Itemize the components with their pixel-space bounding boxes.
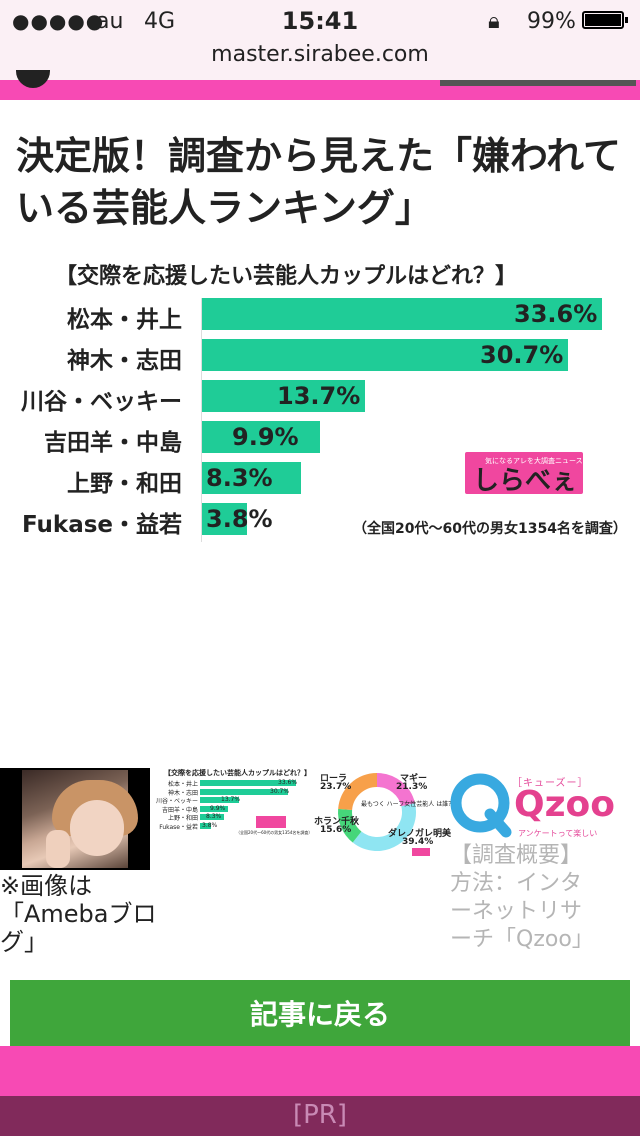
mini-chart-row: 神木・志田 30.7% xyxy=(150,787,302,797)
mini-chart-bar xyxy=(200,780,296,786)
battery-percent: 99% xyxy=(527,9,576,34)
chart-title: 【交際を応援したい芸能人カップルはどれ？】 xyxy=(55,264,518,289)
chart-category-label: 松本・井上 xyxy=(67,307,182,333)
site-header xyxy=(0,70,640,100)
chart-category-label: 上野・和田 xyxy=(67,471,182,497)
address-bar[interactable]: master.sirabee.com xyxy=(0,40,640,80)
chart-bar xyxy=(202,339,568,371)
mini-chart-bar xyxy=(200,822,211,829)
chart-bar xyxy=(202,380,365,412)
donut-label-3-name: ホラン千秋 xyxy=(314,817,360,827)
chart-category-label: 川谷・ベッキー xyxy=(21,389,182,415)
mini-chart-bar xyxy=(200,797,239,803)
mini-chart-category: 吉田羊・中島 xyxy=(161,806,198,814)
mini-chart-category: 上野・和田 xyxy=(167,815,198,822)
chart-bar xyxy=(202,298,602,330)
survey-note: （全国20代～60代の男女1354名を調査） xyxy=(353,521,627,537)
brand-tagline: 気になるアレを大調査ニュース！ xyxy=(485,457,590,465)
chart-value-label: 13.7% xyxy=(277,382,361,410)
photo-caption: ※画像は「Amebaブログ」 xyxy=(0,872,157,956)
mini-chart-value: 33.6% xyxy=(278,779,298,786)
pr-link[interactable]: [PR] xyxy=(0,1096,640,1136)
mini-chart-category: 川谷・ベッキー xyxy=(155,798,198,805)
battery-icon xyxy=(582,11,628,29)
qzoo-brand: Qzoo xyxy=(514,784,616,825)
ranking-chart: 【交際を応援したい芸能人カップルはどれ？】 松本・井上 33.6% 神木・志田 30.… xyxy=(0,252,640,552)
mini-chart-title: 【交際を応援したい芸能人カップルはどれ？】 xyxy=(164,769,311,777)
mini-chart-row: 吉田羊・中島 9.9% xyxy=(150,804,302,814)
mini-chart-value: 13.7% xyxy=(221,796,241,803)
donut-label-4-value: 39.4% xyxy=(402,837,434,847)
network-type: 4G xyxy=(144,9,176,34)
survey-caption: 【調査概要】方法：インターネットリサーチ「Qzoo」 xyxy=(450,843,594,952)
celebrity-photo xyxy=(22,770,138,868)
mini-chart-row: 松本・井上 33.6% xyxy=(150,779,302,788)
thumbnail-donut-chart[interactable]: ローラ 23.7% マギー 21.3% ホラン千秋 15.6% ダレノガレ明美 … xyxy=(312,768,454,864)
thumbnail-photo[interactable] xyxy=(0,768,150,870)
mini-chart-value: 8.3% xyxy=(206,813,222,820)
chart-value-label: 33.6% xyxy=(514,300,598,328)
donut-slice xyxy=(376,773,415,807)
chart-bar xyxy=(202,503,247,535)
carrier-label: au xyxy=(96,9,124,34)
url-text: master.sirabee.com xyxy=(211,42,429,67)
donut-label-1-value: 23.7% xyxy=(320,782,352,792)
back-to-article-button[interactable]: 記事に戻る xyxy=(10,980,630,1046)
donut-chart-icon xyxy=(338,773,416,851)
rotation-lock-icon: 🔒︎ xyxy=(488,9,500,34)
mini-chart-value: 3.8% xyxy=(202,821,218,829)
status-bar: ●●●●● au 4G 15:41 🔒︎ 99% xyxy=(0,0,640,40)
chart-bar xyxy=(202,462,301,494)
mini-chart-bar xyxy=(200,788,288,795)
donut-label-2-name: マギー xyxy=(400,774,428,784)
mini-chart-row: 川谷・ベッキー 13.7% xyxy=(150,796,302,805)
chart-axis xyxy=(201,298,202,542)
chart-category-label: 神木・志田 xyxy=(67,348,182,374)
chart-value-label: 3.8% xyxy=(206,505,273,533)
signal-strength-icon: ●●●●● xyxy=(12,9,105,33)
donut-slice xyxy=(338,808,362,843)
thumbnail-qzoo[interactable]: ［キューズー］ Qzoo アンケートって楽しい xyxy=(448,768,615,840)
chart-bar xyxy=(202,421,320,453)
mini-chart-value: 9.9% xyxy=(210,804,226,812)
mini-chart-value: 30.7% xyxy=(270,787,290,795)
qzoo-q-icon xyxy=(450,773,512,838)
qzoo-katakana: ［キューズー］ xyxy=(512,778,589,789)
site-logo[interactable] xyxy=(16,70,50,88)
mini-chart-category: Fukase・益若 xyxy=(159,823,198,831)
mini-chart-bar xyxy=(200,805,228,812)
mini-chart-row: 上野・和田 8.3% xyxy=(150,813,302,822)
mini-chart-category: 神木・志田 xyxy=(167,789,198,797)
chart-category-label: 吉田羊・中島 xyxy=(44,430,182,456)
chart-category-label: Fukase・益若 xyxy=(21,512,182,538)
mini-chart-row: Fukase・益若 3.8% xyxy=(150,821,302,831)
footer-band xyxy=(0,1046,640,1096)
chart-value-label: 9.9% xyxy=(232,423,299,451)
mini-sirabee-logo-2 xyxy=(412,848,430,856)
mini-chart-bar xyxy=(200,814,224,820)
donut-question: 最もつく ハーフ女性芸能人 は誰？ xyxy=(361,801,455,808)
qzoo-tagline: アンケートって楽しい xyxy=(518,829,598,838)
donut-label-2-value: 21.3% xyxy=(396,782,428,792)
header-menu-bar[interactable] xyxy=(440,80,636,86)
chart-value-label: 30.7% xyxy=(480,341,564,369)
mini-chart-category: 松本・井上 xyxy=(167,781,198,788)
donut-label-3-value: 15.6% xyxy=(320,825,352,835)
donut-label-1-name: ローラ xyxy=(320,774,348,784)
donut-slice xyxy=(352,803,416,851)
article-title: 決定版！調査から見えた「嫌われている芸能人ランキング」 xyxy=(16,134,621,230)
clock: 15:41 xyxy=(281,7,359,35)
donut-label-4-name: ダレノガレ明美 xyxy=(388,829,452,839)
mini-survey-note: （全国20代～60代の男女1354名を調査） xyxy=(236,830,313,835)
mini-sirabee-logo xyxy=(256,816,286,828)
donut-slice xyxy=(338,773,378,811)
brand-name: しらべぇ xyxy=(473,466,578,496)
thumbnail-chart[interactable]: 【交際を応援したい芸能人カップルはどれ？】 松本・井上 33.6% 神木・志田 30.… xyxy=(150,768,312,838)
chart-value-label: 8.3% xyxy=(206,464,273,492)
sirabee-logo: 気になるアレを大調査ニュース！ しらべぇ xyxy=(465,452,590,496)
